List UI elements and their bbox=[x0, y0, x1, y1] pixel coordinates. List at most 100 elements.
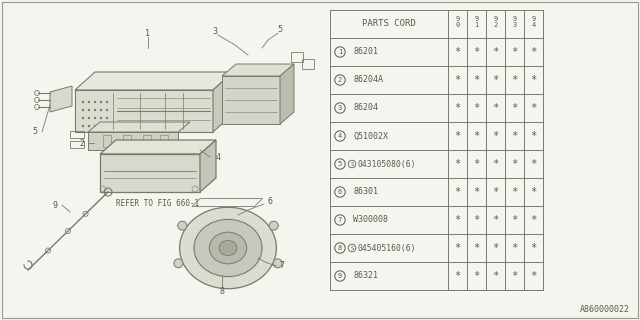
Circle shape bbox=[100, 101, 102, 103]
Text: *: * bbox=[492, 243, 499, 253]
Text: 6: 6 bbox=[338, 189, 342, 195]
Text: *: * bbox=[492, 187, 499, 197]
Circle shape bbox=[88, 109, 90, 111]
Circle shape bbox=[94, 101, 96, 103]
Bar bbox=[123, 135, 131, 147]
Text: *: * bbox=[511, 103, 518, 113]
Text: 1: 1 bbox=[145, 28, 150, 37]
Text: *: * bbox=[454, 47, 461, 57]
Text: *: * bbox=[492, 103, 499, 113]
Text: *: * bbox=[511, 131, 518, 141]
Text: *: * bbox=[511, 75, 518, 85]
Polygon shape bbox=[222, 64, 294, 76]
Text: *: * bbox=[474, 159, 479, 169]
Text: 86201: 86201 bbox=[353, 47, 378, 57]
Polygon shape bbox=[75, 90, 213, 132]
Circle shape bbox=[178, 221, 187, 230]
Circle shape bbox=[94, 125, 96, 127]
Text: 9
1: 9 1 bbox=[474, 16, 479, 28]
Ellipse shape bbox=[219, 241, 237, 255]
Text: *: * bbox=[492, 47, 499, 57]
Text: PARTS CORD: PARTS CORD bbox=[362, 20, 416, 28]
Circle shape bbox=[269, 221, 278, 230]
Text: *: * bbox=[492, 75, 499, 85]
Text: Q51002X: Q51002X bbox=[353, 132, 388, 140]
Text: 5: 5 bbox=[278, 26, 282, 35]
Text: *: * bbox=[454, 131, 461, 141]
Text: 043105080(6): 043105080(6) bbox=[358, 159, 417, 169]
Text: *: * bbox=[531, 103, 536, 113]
Text: *: * bbox=[454, 75, 461, 85]
Text: 86204: 86204 bbox=[353, 103, 378, 113]
Text: 9: 9 bbox=[52, 201, 58, 210]
Text: *: * bbox=[474, 215, 479, 225]
Text: 7: 7 bbox=[280, 261, 285, 270]
Polygon shape bbox=[75, 72, 233, 90]
Circle shape bbox=[82, 125, 84, 127]
Text: 3: 3 bbox=[212, 28, 218, 36]
Text: *: * bbox=[474, 47, 479, 57]
Circle shape bbox=[82, 101, 84, 103]
Text: 9: 9 bbox=[338, 273, 342, 279]
Circle shape bbox=[88, 117, 90, 119]
Polygon shape bbox=[213, 72, 233, 132]
Text: 7: 7 bbox=[338, 217, 342, 223]
Circle shape bbox=[94, 109, 96, 111]
Text: 8: 8 bbox=[220, 287, 225, 297]
Text: 9
0: 9 0 bbox=[456, 16, 460, 28]
Circle shape bbox=[94, 117, 96, 119]
Text: *: * bbox=[511, 271, 518, 281]
Text: 9
3: 9 3 bbox=[513, 16, 516, 28]
Text: *: * bbox=[454, 215, 461, 225]
Text: *: * bbox=[492, 131, 499, 141]
Circle shape bbox=[88, 101, 90, 103]
Circle shape bbox=[106, 101, 108, 103]
Text: 1: 1 bbox=[338, 49, 342, 55]
Text: *: * bbox=[531, 215, 536, 225]
Circle shape bbox=[106, 117, 108, 119]
Text: *: * bbox=[474, 131, 479, 141]
Text: 5: 5 bbox=[33, 127, 38, 137]
Circle shape bbox=[106, 125, 108, 127]
Text: *: * bbox=[531, 131, 536, 141]
Circle shape bbox=[100, 125, 102, 127]
Polygon shape bbox=[50, 86, 72, 112]
Text: 86301: 86301 bbox=[353, 188, 378, 196]
Text: *: * bbox=[531, 243, 536, 253]
Bar bbox=[70, 141, 84, 148]
Text: W300008: W300008 bbox=[353, 215, 388, 225]
Text: *: * bbox=[454, 159, 461, 169]
Text: *: * bbox=[531, 187, 536, 197]
Polygon shape bbox=[222, 76, 280, 124]
Bar bbox=[143, 135, 151, 147]
Circle shape bbox=[88, 125, 90, 127]
Text: *: * bbox=[511, 215, 518, 225]
Bar bbox=[70, 131, 84, 138]
Text: 6: 6 bbox=[268, 197, 273, 206]
Circle shape bbox=[82, 109, 84, 111]
Text: 045405160(6): 045405160(6) bbox=[358, 244, 417, 252]
Circle shape bbox=[100, 109, 102, 111]
Text: *: * bbox=[531, 75, 536, 85]
Text: 5: 5 bbox=[338, 161, 342, 167]
Text: S: S bbox=[350, 245, 354, 251]
Text: S: S bbox=[350, 162, 354, 166]
Circle shape bbox=[273, 259, 282, 268]
Text: *: * bbox=[511, 47, 518, 57]
Text: 9
4: 9 4 bbox=[531, 16, 536, 28]
Text: 3: 3 bbox=[338, 105, 342, 111]
Text: 4: 4 bbox=[216, 153, 221, 162]
Text: *: * bbox=[454, 243, 461, 253]
Circle shape bbox=[106, 109, 108, 111]
Text: REFER TO FIG 660-1: REFER TO FIG 660-1 bbox=[116, 199, 200, 209]
Text: *: * bbox=[474, 187, 479, 197]
Polygon shape bbox=[200, 140, 216, 192]
Text: *: * bbox=[454, 103, 461, 113]
Ellipse shape bbox=[194, 220, 262, 276]
Text: *: * bbox=[492, 159, 499, 169]
Polygon shape bbox=[100, 154, 200, 192]
Text: *: * bbox=[474, 271, 479, 281]
Text: 86321: 86321 bbox=[353, 271, 378, 281]
Circle shape bbox=[82, 117, 84, 119]
Text: 9
2: 9 2 bbox=[493, 16, 498, 28]
